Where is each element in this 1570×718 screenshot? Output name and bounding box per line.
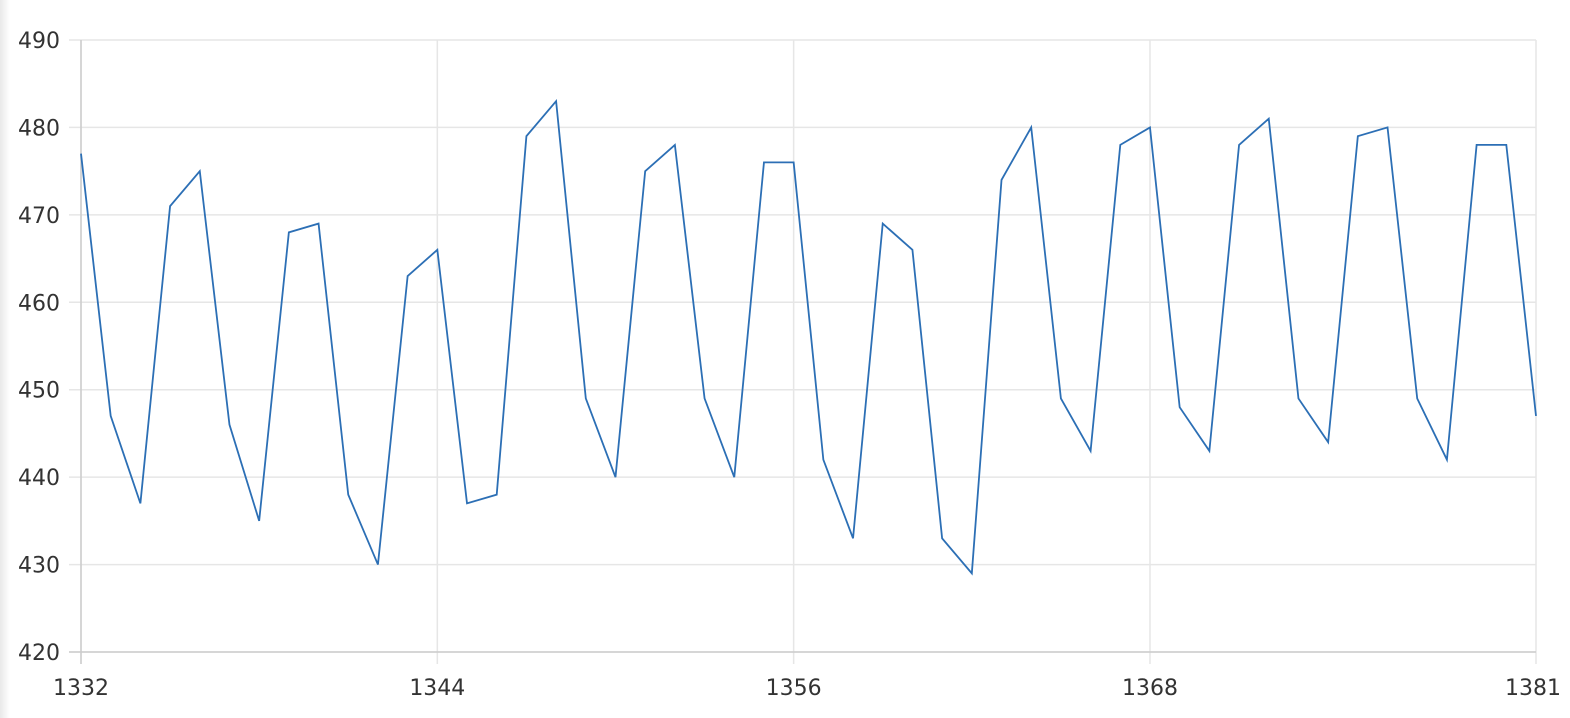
y-tick-label: 450: [18, 379, 60, 404]
y-tick-label: 440: [18, 466, 60, 491]
y-tick-label: 490: [18, 29, 60, 54]
x-tick-label: 1368: [1122, 676, 1178, 701]
y-tick-label: 480: [18, 116, 60, 141]
y-tick-label: 430: [18, 554, 60, 579]
vertical-gridlines: [80, 40, 1537, 664]
x-tick-label: 1356: [766, 676, 822, 701]
x-tick-label: 1381: [1505, 676, 1561, 701]
y-tick-labels: 420 430 440 450 460 470 480 490: [18, 29, 60, 666]
x-tick-label: 1332: [53, 676, 109, 701]
y-tick-label: 420: [18, 641, 60, 666]
left-edge-shadow: [0, 0, 10, 718]
y-tick-label: 460: [18, 291, 60, 316]
x-tick-labels: 1332 1344 1356 1368 1381: [53, 676, 1561, 701]
series-line: [80, 99, 1537, 576]
horizontal-gridlines: [69, 39, 1536, 653]
x-tick-label: 1344: [409, 676, 465, 701]
y-tick-label: 470: [18, 204, 60, 229]
